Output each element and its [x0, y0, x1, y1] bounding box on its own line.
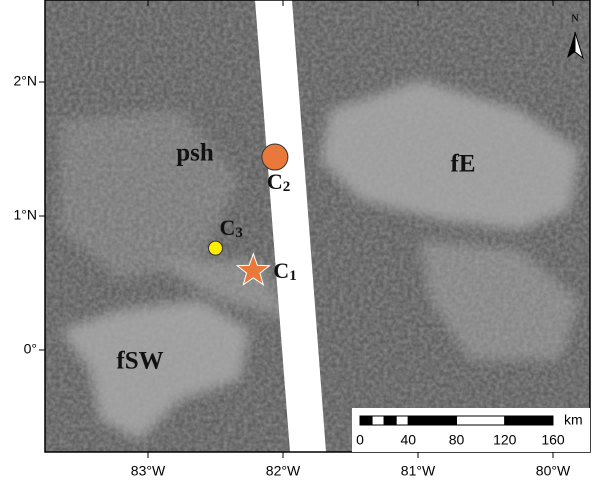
scale-segment — [457, 416, 505, 425]
north-label: N — [571, 13, 579, 25]
scale-label: 80 — [449, 432, 465, 448]
region-label: fSW — [116, 348, 163, 375]
scale-unit: km — [564, 412, 583, 428]
scale-label: 160 — [541, 432, 565, 448]
map: psh fE fSW N 0 40 80 120 160 km 83°W 82°W 81°W 8… — [0, 0, 592, 482]
lat-label: 0° — [24, 341, 37, 357]
scale-segment — [372, 416, 384, 425]
site-sub: 2 — [283, 179, 291, 195]
site-sub: 1 — [289, 268, 297, 284]
lon-label: 83°W — [131, 463, 166, 479]
lon-label: 81°W — [401, 463, 436, 479]
scale-segment — [396, 416, 408, 425]
scale-segment — [360, 416, 372, 425]
lon-label: 80°W — [536, 463, 571, 479]
scale-segment — [384, 416, 396, 425]
region-label: fE — [451, 151, 476, 178]
scale-segment — [408, 416, 456, 425]
site-sub: 3 — [235, 226, 243, 242]
scale-segment — [505, 416, 553, 425]
site-marker — [209, 241, 223, 255]
scale-label: 40 — [400, 432, 416, 448]
scale-label: 120 — [493, 432, 517, 448]
imagery — [45, 0, 590, 452]
site-name: C — [267, 169, 283, 194]
site-marker — [262, 144, 288, 170]
scale-label: 0 — [356, 432, 364, 448]
site-name: C — [273, 258, 289, 283]
lat-label: 2°N — [14, 73, 38, 89]
lat-label: 1°N — [14, 207, 38, 223]
lon-label: 82°W — [266, 463, 301, 479]
region-label: psh — [176, 140, 214, 167]
site-name: C — [220, 215, 236, 240]
